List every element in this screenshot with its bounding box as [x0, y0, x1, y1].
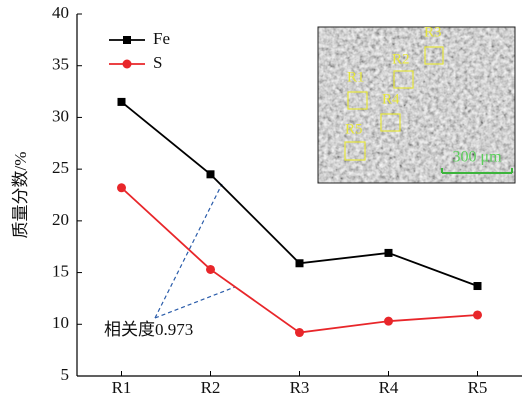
x-tick-label: R2 — [201, 378, 221, 397]
data-point — [296, 259, 304, 267]
y-tick-label: 5 — [61, 365, 70, 384]
y-tick-label: 20 — [52, 210, 69, 229]
y-tick-label: 30 — [52, 106, 69, 125]
x-tick-label: R4 — [379, 378, 399, 397]
y-tick-label: 25 — [52, 158, 69, 177]
inset-label: R5 — [345, 121, 363, 137]
inset-label: R4 — [382, 91, 400, 107]
data-point — [474, 282, 482, 290]
x-tick-label: R1 — [112, 378, 132, 397]
data-point — [473, 310, 482, 319]
data-point — [118, 98, 126, 106]
x-tick-label: R5 — [468, 378, 488, 397]
chart: 质量分数/% 相关度0.973 5 10 15 20 25 30 35 40 R1 R2 R3 R4 R… — [0, 0, 524, 398]
dashed-guides — [155, 184, 235, 318]
x-tick-label: R3 — [290, 378, 310, 397]
y-axis-label: 质量分数/% — [11, 152, 30, 239]
data-point — [385, 249, 393, 257]
data-point — [206, 265, 215, 274]
data-point — [207, 170, 215, 178]
y-tick-label: 40 — [52, 3, 69, 22]
legend-label: S — [153, 53, 162, 72]
legend-label: Fe — [153, 29, 170, 48]
inset-label: R3 — [424, 24, 442, 40]
y-tick-label: 35 — [52, 55, 69, 74]
annotation: 相关度0.973 — [104, 320, 193, 339]
y-tick-label: 10 — [52, 313, 69, 332]
data-point — [123, 36, 131, 44]
data-point — [295, 328, 304, 337]
data-point — [123, 60, 132, 69]
y-tick-label: 15 — [52, 261, 69, 280]
inset-label: R2 — [392, 51, 410, 67]
scale-bar-label: 300 μm — [452, 149, 502, 166]
inset-label: R1 — [347, 69, 365, 85]
data-point — [384, 317, 393, 326]
data-point — [117, 183, 126, 192]
